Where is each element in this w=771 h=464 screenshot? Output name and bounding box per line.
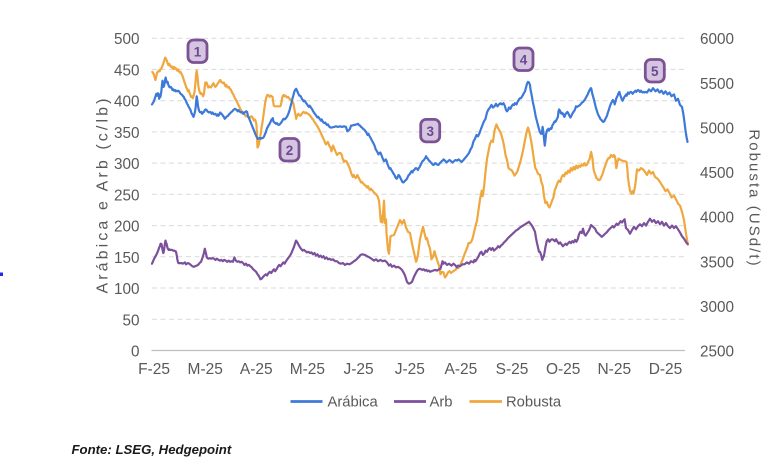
svg-text:Robusta (USd/t): Robusta (USd/t)	[746, 129, 763, 267]
svg-text:J-25: J-25	[344, 361, 374, 378]
svg-text:4500: 4500	[700, 165, 734, 182]
svg-text:3500: 3500	[700, 254, 734, 271]
svg-text:Robusta: Robusta	[506, 395, 562, 411]
svg-text:F-25: F-25	[138, 361, 170, 378]
svg-text:D-25: D-25	[649, 361, 683, 378]
svg-text:50: 50	[122, 312, 139, 329]
svg-text:N-25: N-25	[597, 361, 631, 378]
svg-text:Arb: Arb	[430, 395, 453, 411]
svg-text:500: 500	[114, 31, 140, 48]
svg-text:0: 0	[131, 344, 140, 361]
svg-text:M-25: M-25	[290, 361, 325, 378]
svg-text:S-25: S-25	[496, 361, 529, 378]
svg-text:3000: 3000	[700, 299, 734, 316]
svg-text:400: 400	[114, 94, 140, 111]
svg-text:2: 2	[286, 143, 294, 158]
svg-text:J-25: J-25	[395, 361, 425, 378]
svg-text:M-25: M-25	[188, 361, 223, 378]
svg-text:Arábica e Arb (c/lb): Arábica e Arb (c/lb)	[95, 95, 112, 293]
svg-text:4: 4	[520, 53, 528, 68]
svg-text:5: 5	[651, 64, 659, 79]
svg-text:A-25: A-25	[445, 361, 478, 378]
svg-text:O-25: O-25	[546, 361, 580, 378]
svg-text:1: 1	[194, 45, 202, 60]
svg-text:3: 3	[426, 124, 434, 139]
svg-text:Arábica: Arábica	[328, 395, 379, 411]
svg-text:6000: 6000	[700, 31, 734, 48]
svg-text:Fonte: LSEG, Hedgepoint: Fonte: LSEG, Hedgepoint	[72, 442, 232, 457]
svg-text:250: 250	[114, 187, 140, 204]
svg-text:350: 350	[114, 125, 140, 142]
svg-text:450: 450	[114, 62, 140, 79]
svg-text:A-25: A-25	[240, 361, 273, 378]
svg-text:5000: 5000	[700, 120, 734, 137]
svg-text:150: 150	[114, 250, 140, 267]
svg-text:4000: 4000	[700, 210, 734, 227]
svg-text:5500: 5500	[700, 76, 734, 93]
svg-text:2500: 2500	[700, 344, 734, 361]
svg-text:100: 100	[114, 281, 140, 298]
svg-text:200: 200	[114, 219, 140, 236]
svg-text:300: 300	[114, 156, 140, 173]
